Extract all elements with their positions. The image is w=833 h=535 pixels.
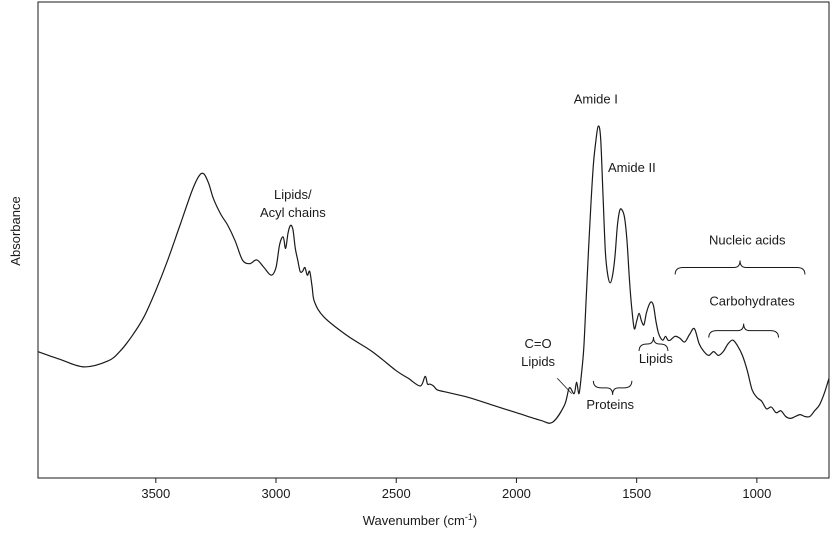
plot-frame bbox=[37, 1, 830, 479]
annotation-amide-2: Amide II bbox=[608, 160, 656, 175]
annotations: Lipids/Acyl chains Amide I Amide II Nucleic… bbox=[260, 91, 795, 412]
annotation-amide-1: Amide I bbox=[574, 91, 618, 106]
annotation-lipids-acyl: Lipids/Acyl chains bbox=[260, 187, 326, 220]
x-axis-ticks: 3500 3000 2500 2000 1500 1000 bbox=[141, 478, 771, 501]
annotation-braces bbox=[592, 260, 806, 395]
annotation-lipids-mid: Lipids bbox=[639, 351, 673, 366]
co-lipids-leader-line bbox=[557, 378, 573, 394]
x-axis-label: Wavenumber (cm-1) bbox=[363, 512, 477, 528]
spectrum-line bbox=[37, 125, 830, 424]
y-axis-label: Absorbance bbox=[8, 196, 23, 265]
brace-proteins bbox=[592, 380, 633, 395]
x-tick-label-2000: 2000 bbox=[502, 486, 531, 501]
brace-carbohydrates bbox=[708, 323, 780, 338]
x-tick-label-1500: 1500 bbox=[622, 486, 651, 501]
brace-nucleic-acids bbox=[674, 260, 806, 275]
x-tick-label-2500: 2500 bbox=[382, 486, 411, 501]
annotation-co-lipids: C=O Lipids bbox=[521, 336, 555, 369]
brace-lipids bbox=[638, 336, 669, 351]
annotation-carbohydrates: Carbohydrates bbox=[709, 294, 795, 309]
annotation-nucleic-acids: Nucleic acids bbox=[709, 233, 786, 248]
annotation-proteins: Proteins bbox=[586, 397, 634, 412]
x-tick-label-3000: 3000 bbox=[262, 486, 291, 501]
x-tick-label-1000: 1000 bbox=[742, 486, 771, 501]
x-tick-label-3500: 3500 bbox=[141, 486, 170, 501]
